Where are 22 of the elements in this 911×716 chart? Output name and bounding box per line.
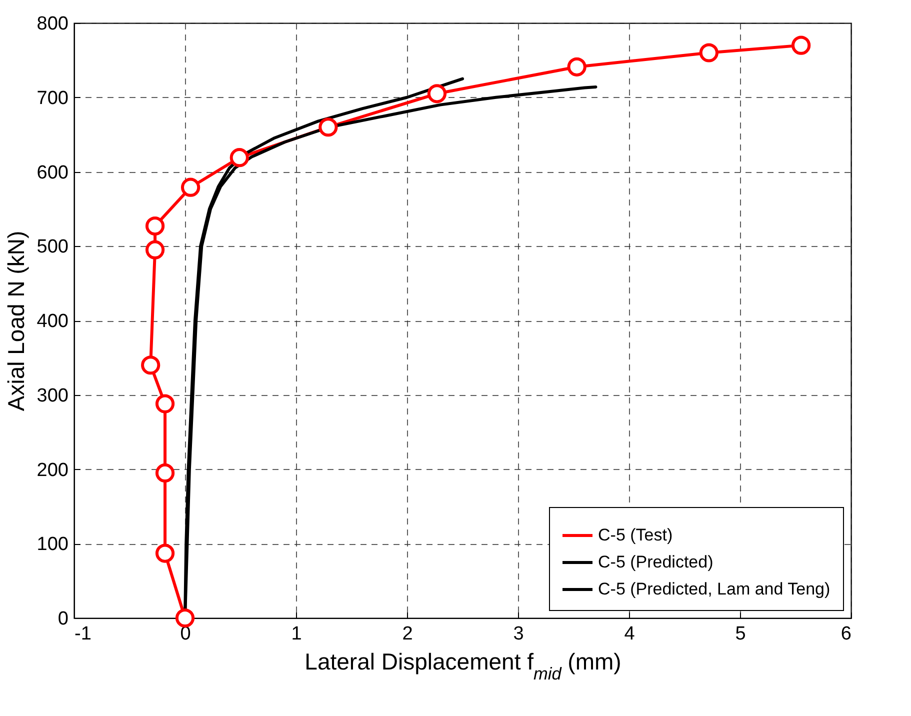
y-tick-label: 600	[36, 162, 68, 184]
legend-label: C-5 (Predicted)	[598, 552, 714, 572]
y-tick-label: 800	[36, 14, 68, 34]
x-tick-label: 1	[291, 624, 302, 644]
y-tick-label: 0	[58, 608, 68, 630]
x-tick-label: 2	[402, 624, 413, 644]
y-tick-label: 100	[36, 534, 68, 556]
legend-label: C-5 (Test)	[598, 526, 673, 544]
x-tick-label: 5	[735, 624, 746, 644]
x-tick-label: 6	[840, 624, 852, 644]
x-tick-label: 0	[180, 624, 191, 644]
y-tick-label: 200	[36, 460, 68, 481]
legend-label: C-5 (Predicted, Lam and Teng)	[598, 580, 830, 598]
y-tick-label: 400	[36, 311, 68, 332]
y-axis-title: Axial Load N (kN)	[2, 230, 29, 412]
y-tick-label: 700	[36, 88, 68, 109]
x-tick-label: -1	[74, 624, 92, 644]
y-tick-label: 500	[36, 236, 68, 258]
x-tick-label: 4	[624, 624, 636, 644]
x-tick-label: 3	[513, 624, 524, 644]
x-axis-title: Lateral Displacement f$_{mid}$ (mm)	[304, 648, 622, 684]
y-tick-label: 300	[36, 385, 68, 406]
